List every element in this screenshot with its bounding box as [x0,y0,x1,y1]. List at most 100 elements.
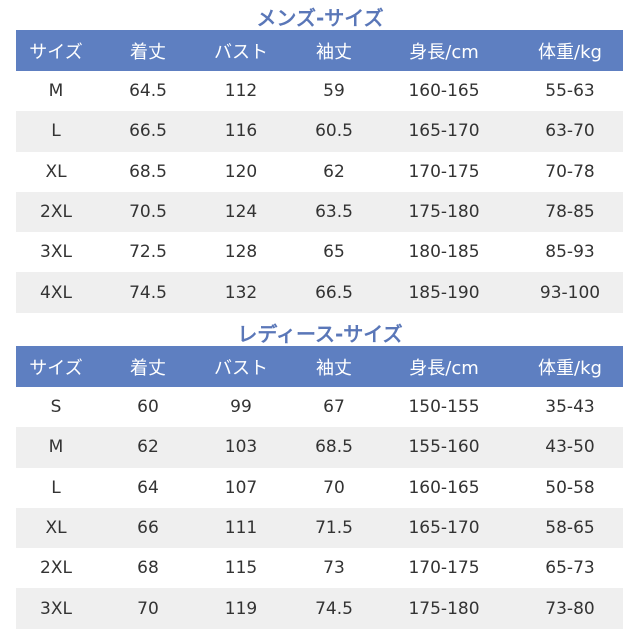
table-cell: 71.5 [315,518,353,539]
table-cell: 107 [224,477,258,498]
table-cell: 64 [137,477,159,498]
table-cell: 35-43 [545,397,595,418]
table-cell: 65 [323,242,345,263]
table-row: 3XL 72.5 128 65 180-185 85-93 [16,232,623,272]
header-cell: 体重/kg [538,41,602,63]
table-cell: 124 [224,202,258,223]
table-cell: 70 [137,598,159,619]
table-cell: 160-165 [408,81,480,102]
table-cell: 103 [224,437,258,458]
table-cell: 66.5 [315,282,353,303]
header-cell: サイズ [29,41,83,63]
header-cell: 袖丈 [316,41,352,63]
table-row: XL 68.5 120 62 170-175 70-78 [16,152,623,192]
table-cell: 119 [224,598,258,619]
table-cell: M [48,437,64,458]
mens-size-table: サイズ 着丈 バスト 袖丈 身長/cm 体重/kg M 64.5 112 59 160-165 55-… [16,30,623,313]
table-cell: 4XL [40,282,72,303]
table-cell: 170-175 [408,558,480,579]
table-cell: 74.5 [315,598,353,619]
table-cell: 72.5 [129,242,167,263]
table-cell: 150-155 [408,397,480,418]
header-cell: 着丈 [130,41,166,63]
table-cell: 70.5 [129,202,167,223]
table-cell: 120 [224,161,258,182]
table-cell: L [51,477,61,498]
table-row: 4XL 74.5 132 66.5 185-190 93-100 [16,272,623,313]
table-cell: 165-170 [408,121,480,142]
table-row: 2XL 70.5 124 63.5 175-180 78-85 [16,191,623,233]
table-cell: 58-65 [545,518,595,539]
table-row: XL 66 111 71.5 165-170 58-65 [16,507,623,549]
table-cell: 160-165 [408,477,480,498]
table-cell: 64.5 [129,81,167,102]
table-cell: 128 [224,242,258,263]
table-cell: M [48,81,64,102]
header-cell: サイズ [29,357,83,379]
table-cell: 68 [137,558,159,579]
table-cell: 165-170 [408,518,480,539]
table-cell: 85-93 [545,242,595,263]
table-cell: 180-185 [408,242,480,263]
table-cell: 59 [323,81,345,102]
table-cell: 2XL [40,558,72,579]
table-cell: 99 [230,397,252,418]
mens-size-title: メンズ-サイズ [256,6,384,30]
table-cell: 115 [224,558,258,579]
table-cell: 73-80 [545,598,595,619]
table-cell: 155-160 [408,437,480,458]
table-cell: 63.5 [315,202,353,223]
header-cell: バスト [214,357,268,379]
table-cell: L [51,121,61,142]
table-cell: 50-58 [545,477,595,498]
ladies-size-table: サイズ 着丈 バスト 袖丈 身長/cm 体重/kg S 60 99 67 150-155 35-43 M… [16,346,623,629]
table-cell: 111 [224,518,258,539]
table-cell: 170-175 [408,161,480,182]
table-cell: XL [45,161,67,182]
header-cell: バスト [214,41,268,63]
table-row: M 64.5 112 59 160-165 55-63 [16,71,623,111]
table-cell: 74.5 [129,282,167,303]
table-cell: 60 [137,397,159,418]
table-cell: 175-180 [408,202,480,223]
table-cell: 68.5 [315,437,353,458]
table-cell: 112 [224,81,258,102]
table-row: L 64 107 70 160-165 50-58 [16,468,623,508]
header-row: サイズ 着丈 バスト 袖丈 身長/cm 体重/kg [16,346,623,387]
table-cell: 43-50 [545,437,595,458]
table-cell: 73 [323,558,345,579]
table-cell: 55-63 [545,81,595,102]
table-cell: 66.5 [129,121,167,142]
table-cell: 78-85 [545,202,595,223]
table-cell: 66 [137,518,159,539]
table-cell: S [50,397,62,418]
table-cell: 70 [323,477,345,498]
table-row: M 62 103 68.5 155-160 43-50 [16,427,623,468]
table-cell: 132 [224,282,258,303]
table-cell: 185-190 [408,282,480,303]
header-cell: 身長/cm [409,41,479,63]
table-row: L 66.5 116 60.5 165-170 63-70 [16,111,623,152]
table-cell: 63-70 [545,121,595,142]
header-cell: 身長/cm [409,357,479,379]
table-cell: 3XL [40,598,72,619]
table-cell: 62 [323,161,345,182]
table-cell: 3XL [40,242,72,263]
table-cell: 60.5 [315,121,353,142]
table-cell: 65-73 [545,558,595,579]
ladies-size-title: レディース-サイズ [237,322,403,346]
header-row: サイズ 着丈 バスト 袖丈 身長/cm 体重/kg [16,30,623,71]
table-row: S 60 99 67 150-155 35-43 [16,387,623,427]
table-cell: XL [45,518,67,539]
header-cell: 体重/kg [538,357,602,379]
table-cell: 2XL [40,202,72,223]
table-cell: 116 [224,121,258,142]
table-cell: 67 [323,397,345,418]
table-cell: 175-180 [408,598,480,619]
table-cell: 68.5 [129,161,167,182]
table-cell: 70-78 [545,161,595,182]
table-row: 2XL 68 115 73 170-175 65-73 [16,548,623,588]
table-cell: 93-100 [539,282,601,303]
table-cell: 62 [137,437,159,458]
table-row: 3XL 70 119 74.5 175-180 73-80 [16,588,623,629]
